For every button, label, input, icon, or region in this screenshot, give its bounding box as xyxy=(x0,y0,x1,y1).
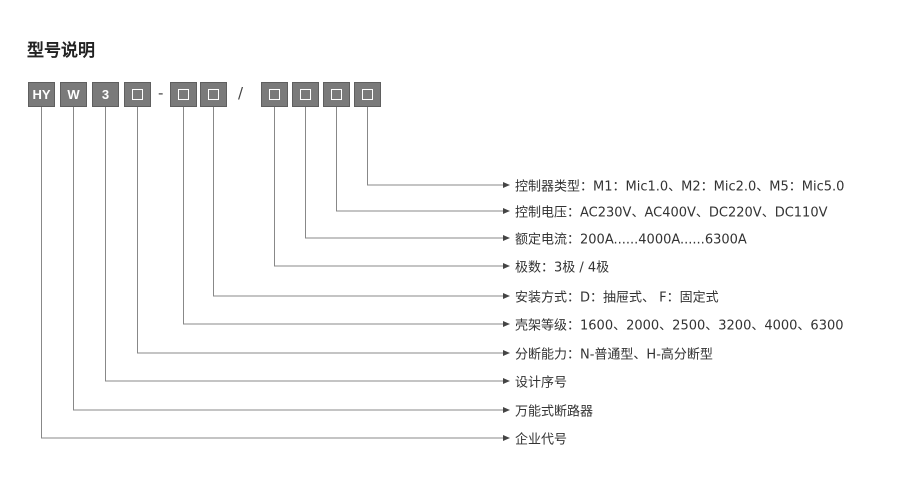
arrow-icon xyxy=(503,235,510,241)
code-segment: 3 xyxy=(92,82,119,107)
arrow-icon xyxy=(503,435,510,441)
placeholder-square-icon xyxy=(269,89,280,100)
code-segment xyxy=(354,82,381,107)
code-segment xyxy=(261,82,288,107)
segment-label: 万能式断路器 xyxy=(515,404,594,420)
connector-line xyxy=(137,107,504,354)
arrow-icon xyxy=(503,407,510,413)
code-segment xyxy=(124,82,151,107)
code-segment xyxy=(200,82,227,107)
arrow-icon xyxy=(503,378,510,384)
connector-line xyxy=(213,107,504,297)
segment-label: 安装方式：D：抽屉式、 F：固定式 xyxy=(515,290,719,306)
arrow-icon xyxy=(503,208,510,214)
segment-label: 控制电压：AC230V、AC400V、DC220V、DC110V xyxy=(515,205,828,221)
placeholder-square-icon xyxy=(208,89,219,100)
code-segment xyxy=(292,82,319,107)
separator-dash: - xyxy=(158,84,164,102)
page-title: 型号说明 xyxy=(27,41,95,61)
connector-line xyxy=(41,107,504,439)
placeholder-square-icon xyxy=(300,89,311,100)
segment-label: 壳架等级：1600、2000、2500、3200、4000、6300 xyxy=(515,318,844,334)
arrow-icon xyxy=(503,293,510,299)
arrow-icon xyxy=(503,182,510,188)
connector-line xyxy=(73,107,504,411)
segment-label: 额定电流：200A......4000A......6300A xyxy=(515,232,747,248)
segment-label: 极数：3极 / 4极 xyxy=(515,260,610,276)
arrow-icon xyxy=(503,321,510,327)
code-segment: W xyxy=(60,82,87,107)
placeholder-square-icon xyxy=(132,89,143,100)
connector-line xyxy=(336,107,504,212)
connector-line xyxy=(274,107,504,267)
connector-line xyxy=(367,107,504,186)
connector-line xyxy=(183,107,504,325)
code-segment xyxy=(323,82,350,107)
arrow-icon xyxy=(503,263,510,269)
connector-line xyxy=(305,107,504,239)
code-segment xyxy=(170,82,197,107)
segment-label: 企业代号 xyxy=(515,432,568,448)
segment-label: 分断能力：N-普通型、H-高分断型 xyxy=(515,347,713,363)
arrow-icon xyxy=(503,350,510,356)
segment-label: 控制器类型：M1：Mic1.0、M2：Mic2.0、M5：Mic5.0 xyxy=(515,179,845,195)
separator-slash: / xyxy=(238,84,244,102)
placeholder-square-icon xyxy=(178,89,189,100)
segment-label: 设计序号 xyxy=(515,375,568,391)
placeholder-square-icon xyxy=(362,89,373,100)
placeholder-square-icon xyxy=(331,89,342,100)
code-segment: HY xyxy=(28,82,55,107)
connector-line xyxy=(105,107,504,382)
